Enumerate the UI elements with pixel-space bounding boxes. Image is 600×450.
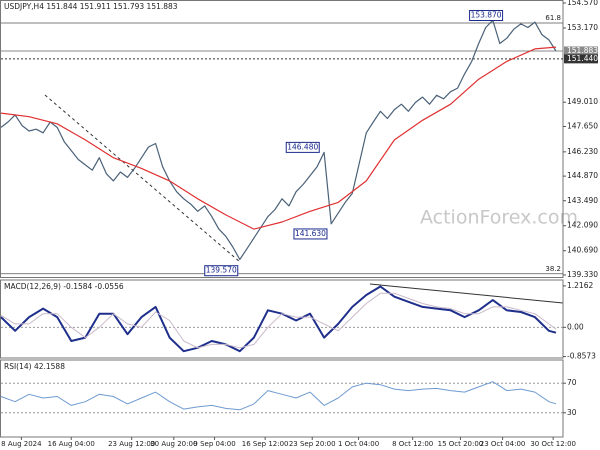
y-tick-label: -0.8573	[567, 352, 596, 361]
price-level-box	[564, 46, 598, 56]
x-tick-label: 30 Aug 20:00	[150, 440, 197, 448]
annotation-label: 139.570	[206, 266, 237, 275]
annotation-label: 153.870	[471, 10, 502, 19]
x-tick-label: 8 Oct 12:00	[392, 440, 433, 448]
x-tick-label: 23 Aug 12:00	[108, 440, 155, 448]
annotation-box	[293, 228, 328, 240]
y-tick-label: 1.2162	[567, 281, 593, 290]
y-tick-label: 147.650	[567, 122, 598, 131]
annotation-box	[285, 141, 320, 153]
annotation-label: 146.480	[287, 142, 318, 151]
x-tick-label: 9 Sep 04:00	[193, 440, 235, 448]
y-tick-label: 153.170	[567, 23, 598, 32]
y-tick-label: 143.490	[567, 196, 598, 205]
panel-title: USDJPY,H4 151.844 151.911 151.793 151.88…	[4, 2, 178, 11]
y-tick-label: 146.230	[567, 147, 598, 156]
price-level-label: 151.440	[567, 54, 598, 63]
y-tick-label: 149.010	[567, 97, 598, 106]
panel-title: RSI(14) 42.1588	[4, 362, 65, 371]
x-tick-label: 30 Oct 12:00	[530, 440, 576, 448]
y-tick-label: 142.090	[567, 221, 598, 230]
x-tick-label: 16 Aug 04:00	[48, 440, 95, 448]
x-tick-label: 8 Aug 2024	[1, 440, 42, 448]
annotation-label: 141.630	[295, 229, 326, 238]
fib-label: 61.8	[545, 14, 561, 22]
line-series	[0, 292, 557, 349]
y-tick-label: 70	[567, 378, 577, 387]
line-series	[0, 381, 557, 411]
panel-title: MACD(12,26,9) -0.1584 -0.0556	[4, 282, 124, 291]
y-tick-label: 154.570	[567, 0, 598, 7]
y-tick-label: 139.330	[567, 270, 598, 279]
x-tick-label: 1 Oct 04:00	[338, 440, 379, 448]
line-series	[0, 46, 557, 230]
panel-border	[0, 359, 564, 438]
trend-line	[369, 283, 564, 304]
watermark: ActionForex.com	[420, 207, 578, 229]
x-tick-label: 15 Oct 20:00	[438, 440, 484, 448]
trend-line	[44, 94, 241, 263]
y-tick-label: 140.690	[567, 246, 598, 255]
y-tick-label: 144.870	[567, 171, 598, 180]
x-tick-label: 16 Sep 12:00	[242, 440, 289, 448]
annotation-box	[204, 265, 239, 277]
x-tick-label: 23 Sep 20:00	[289, 440, 336, 448]
panel-border	[0, 0, 564, 278]
panel-border	[0, 279, 564, 359]
x-tick-label: 23 Oct 04:00	[480, 440, 526, 448]
price-level-box	[564, 54, 598, 64]
fib-label: 38.2	[545, 265, 561, 273]
line-series	[0, 19, 557, 261]
annotation-box	[469, 9, 504, 21]
y-tick-label: 0.00	[567, 322, 584, 331]
price-level-label: 151.883	[567, 46, 598, 55]
y-tick-label: 30	[567, 408, 577, 417]
